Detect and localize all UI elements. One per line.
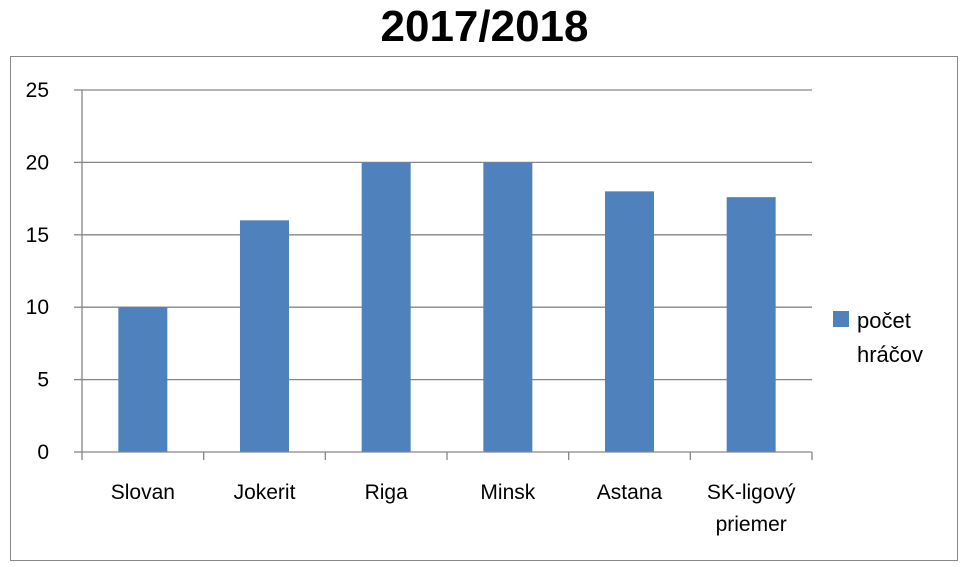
bars xyxy=(118,162,776,453)
bar-5 xyxy=(726,197,776,452)
y-tick-label: 25 xyxy=(26,79,49,102)
legend-swatch xyxy=(833,311,849,327)
legend-label: počet xyxy=(857,308,911,333)
bar-2 xyxy=(361,162,411,452)
bar-4 xyxy=(605,191,654,453)
x-tick-label: Riga xyxy=(365,481,409,504)
legend: počet hráčov xyxy=(833,308,923,367)
x-tick-label: Slovan xyxy=(111,481,175,504)
y-tick-label: 15 xyxy=(26,224,49,247)
tick-labels: 0 5 10 15 20 25 Slovan Jokerit Riga Minsk Astana SK… xyxy=(26,79,796,536)
chart-frame xyxy=(10,56,958,561)
bar-3 xyxy=(483,162,533,452)
y-tick-label: 5 xyxy=(37,369,49,392)
chart-title: 2017/2018 xyxy=(380,2,589,51)
legend-label: hráčov xyxy=(857,342,923,367)
x-tick-label: Minsk xyxy=(480,481,535,504)
x-tick-label: Jokerit xyxy=(234,481,296,504)
bar-0 xyxy=(118,307,168,452)
axes xyxy=(74,89,813,460)
y-tick-label: 20 xyxy=(26,151,49,174)
x-tick-label: priemer xyxy=(716,513,787,536)
x-tick-label: Astana xyxy=(597,481,663,504)
y-tick-label: 10 xyxy=(26,296,49,319)
y-tick-label: 0 xyxy=(37,441,49,464)
x-tick-label: SK-ligový xyxy=(707,481,796,504)
bar-1 xyxy=(240,220,289,452)
gridlines xyxy=(82,89,812,381)
